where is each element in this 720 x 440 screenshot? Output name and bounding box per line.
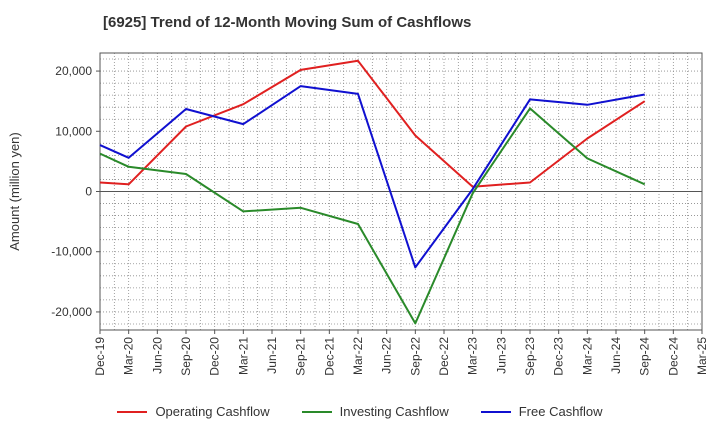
x-tick-label: Dec-24	[666, 337, 680, 376]
x-tick-label: Sep-22	[408, 337, 422, 376]
series-line-investing-cashflow	[99, 107, 646, 325]
x-tick-label: Mar-25	[695, 337, 709, 375]
legend-item-operating: Operating Cashflow	[117, 404, 270, 419]
y-tick-label: 0	[85, 185, 92, 199]
x-tick-label: Jun-24	[609, 337, 623, 374]
x-tick-label: Mar-23	[466, 337, 480, 375]
legend-swatch-investing	[301, 410, 332, 413]
legend-swatch-operating	[117, 410, 148, 413]
legend-label-free: Free Cashflow	[518, 404, 603, 419]
x-tick-label: Sep-23	[523, 337, 537, 376]
series-line-operating-cashflow	[99, 59, 646, 188]
y-tick-label: 10,000	[55, 124, 92, 138]
x-tick-label: Jun-21	[265, 337, 279, 374]
y-axis-title: Amount (million yen)	[7, 132, 22, 251]
x-tick-label: Mar-24	[580, 337, 594, 375]
legend-item-investing: Investing Cashflow	[301, 404, 449, 419]
x-tick-label: Jun-23	[494, 337, 508, 374]
x-tick-label: Jun-22	[380, 337, 394, 374]
x-tick-label: Dec-19	[93, 337, 107, 376]
y-tick-label: -20,000	[51, 305, 92, 319]
y-tick-label: 20,000	[55, 64, 92, 78]
x-tick-label: Sep-24	[638, 337, 652, 376]
x-tick-label: Sep-20	[179, 337, 193, 376]
x-tick-label: Mar-22	[351, 337, 365, 375]
legend-item-free: Free Cashflow	[480, 404, 603, 419]
chart-title: [6925] Trend of 12-Month Moving Sum of C…	[103, 14, 472, 31]
y-tick-label: -10,000	[51, 245, 92, 259]
x-tick-label: Mar-20	[122, 337, 136, 375]
x-tick-label: Dec-20	[208, 337, 222, 376]
legend-label-operating: Operating Cashflow	[155, 404, 270, 419]
x-tick-label: Dec-23	[552, 337, 566, 376]
x-tick-label: Dec-22	[437, 337, 451, 376]
x-tick-label: Jun-20	[150, 337, 164, 374]
series-line-free-cashflow	[99, 85, 645, 269]
x-tick-label: Dec-21	[322, 337, 336, 376]
legend-label-investing: Investing Cashflow	[339, 404, 449, 419]
legend-swatch-free	[480, 410, 511, 413]
chart-legend: Operating Cashflow Investing Cashflow Fr…	[0, 404, 720, 419]
x-tick-label: Mar-21	[236, 337, 250, 375]
x-tick-label: Sep-21	[294, 337, 308, 376]
